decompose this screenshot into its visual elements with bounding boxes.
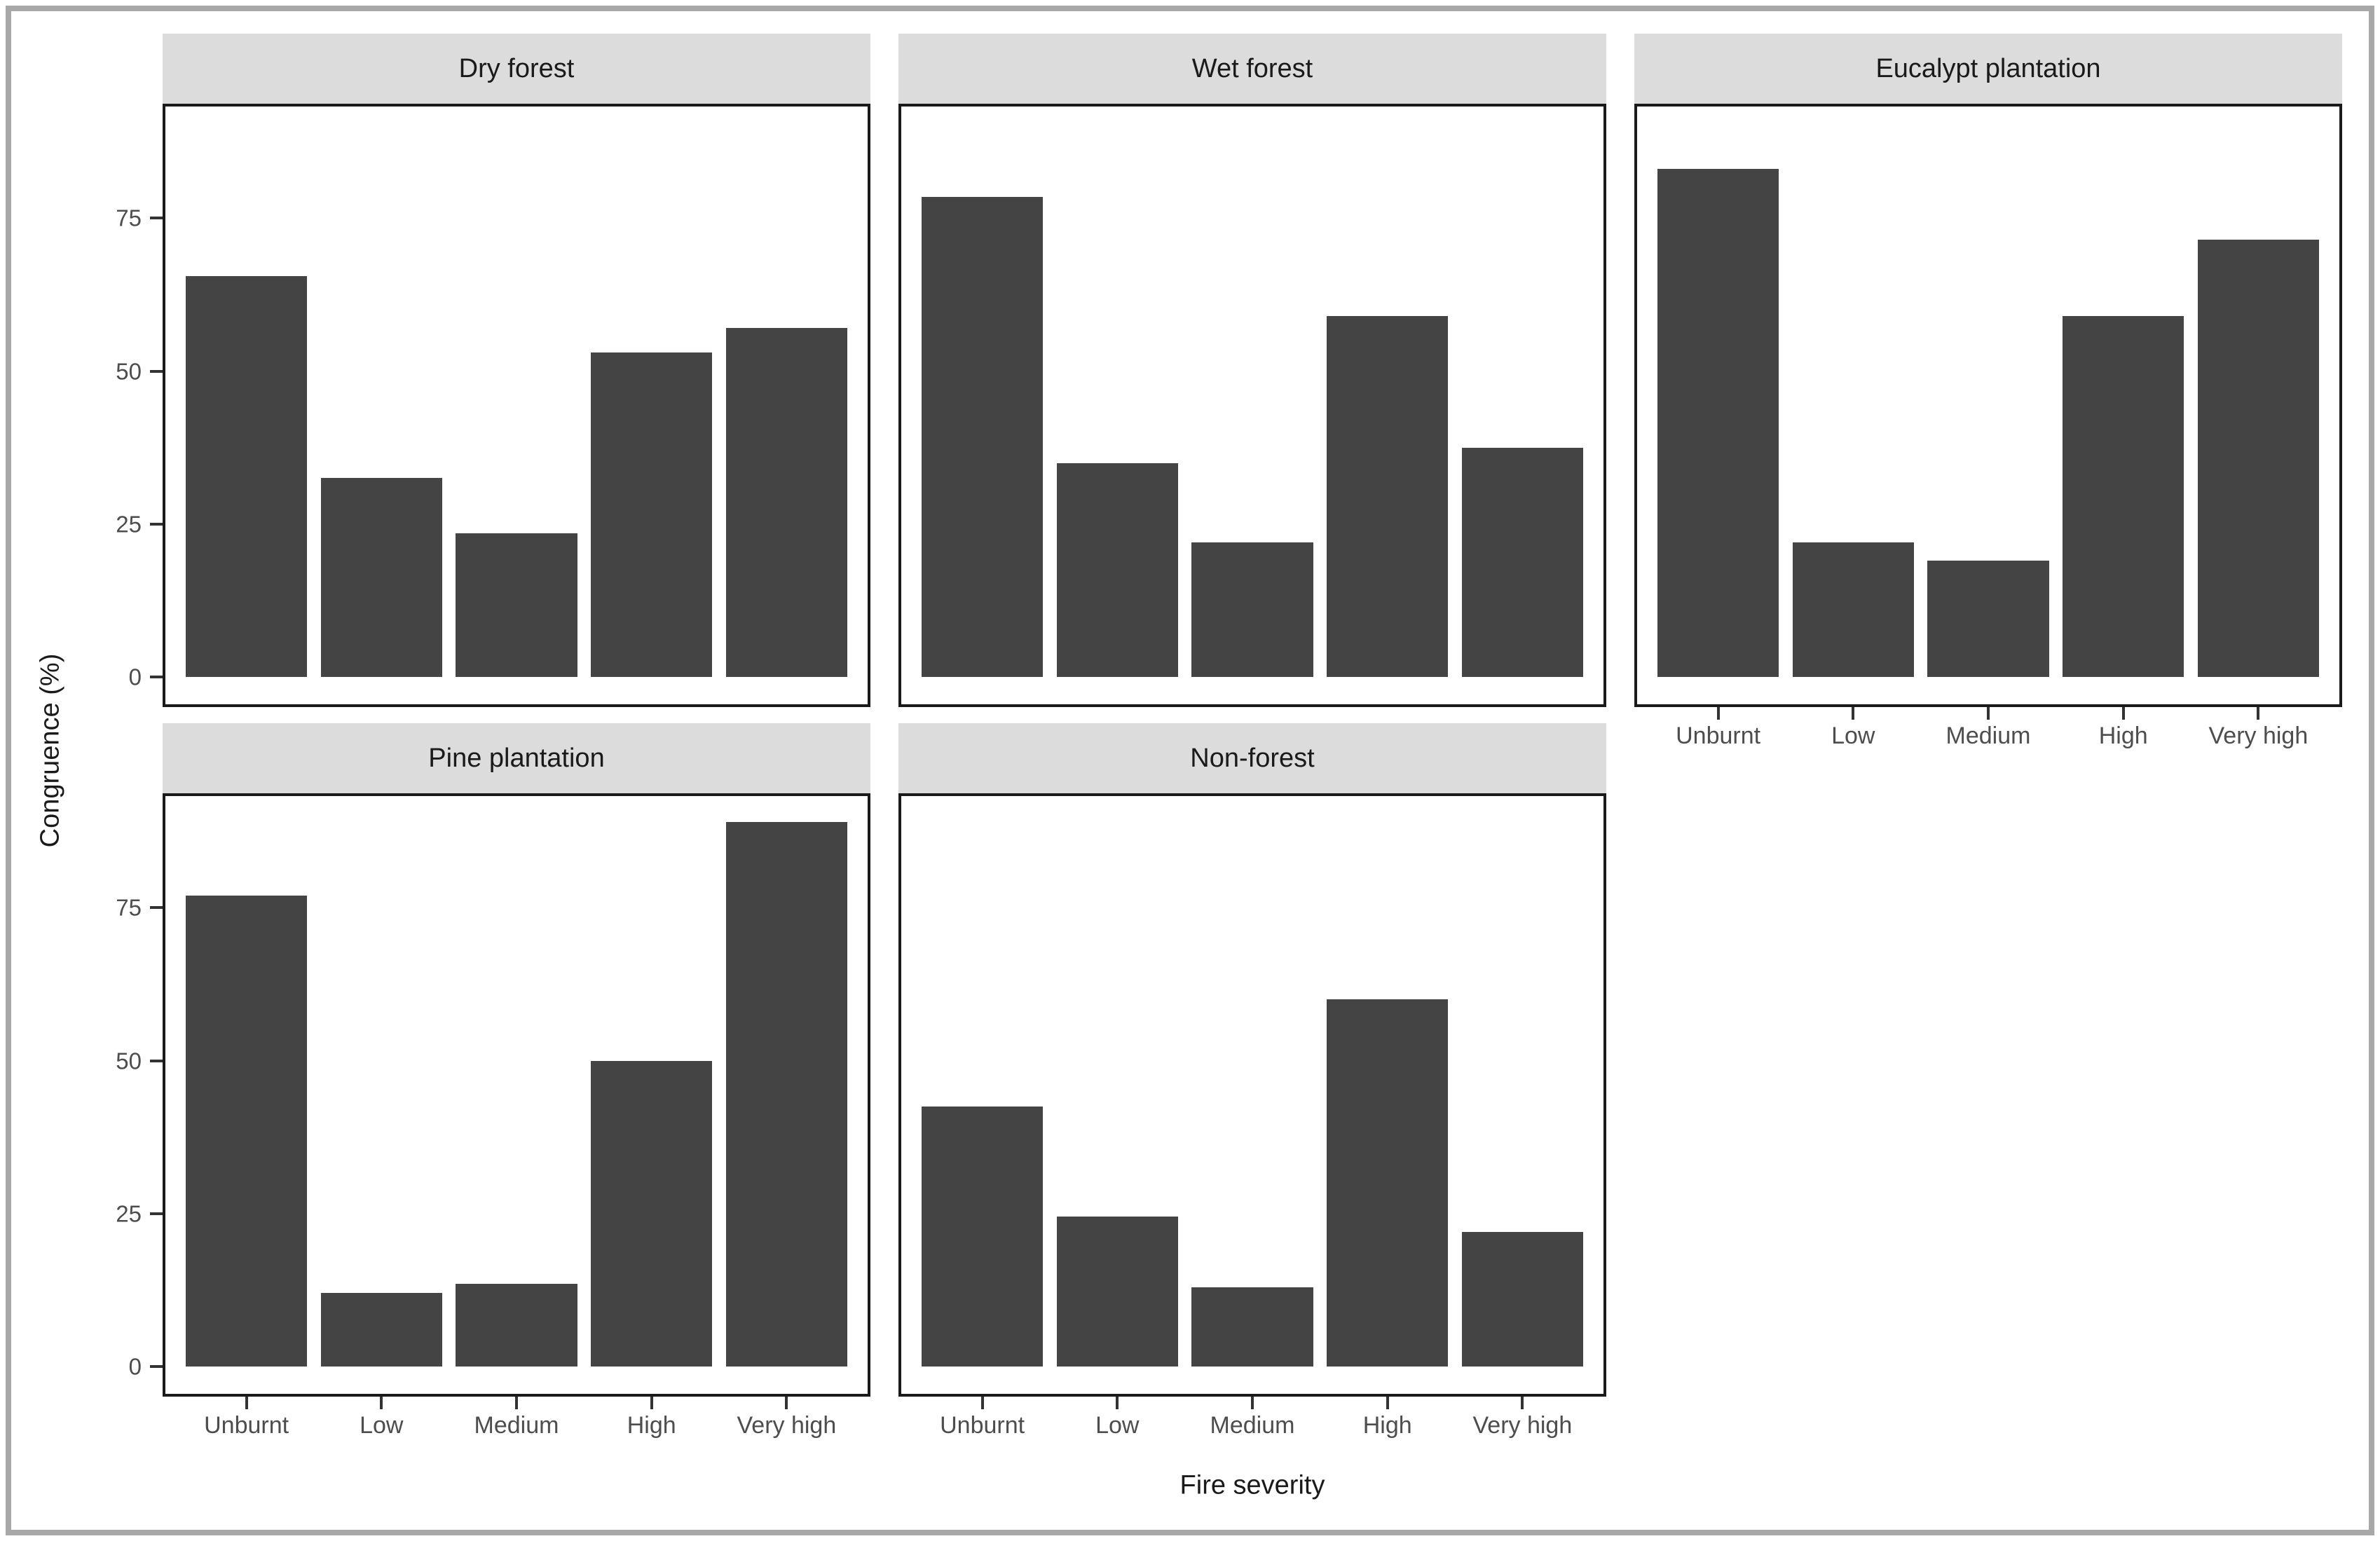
facet-strip-title: Wet forest <box>898 34 1606 104</box>
x-tick-mark <box>1716 707 1720 720</box>
bar-unburnt <box>185 276 308 678</box>
y-tick-mark <box>150 217 163 220</box>
x-tick-mark <box>785 1397 788 1409</box>
y-tick-mark <box>150 369 163 373</box>
x-tick-label-very-high: Very high <box>1472 1412 1573 1439</box>
bar-low <box>320 478 443 678</box>
facet-strip-title: Non-forest <box>898 723 1606 793</box>
y-tick-mark <box>150 906 163 910</box>
x-tick-mark <box>1521 1397 1524 1409</box>
x-tick-label-high: High <box>1362 1412 1412 1439</box>
y-tick-mark <box>150 676 163 679</box>
bar-low <box>1056 1217 1179 1367</box>
x-tick-mark <box>1987 707 1990 720</box>
x-tick-label-medium: Medium <box>1210 1412 1295 1439</box>
y-tick-label: 0 <box>128 1353 142 1380</box>
x-tick-mark <box>980 1397 984 1409</box>
x-tick-label-medium: Medium <box>1945 722 2031 749</box>
y-tick-label: 75 <box>116 205 142 231</box>
bar-very-high <box>1461 447 1584 678</box>
bar-medium <box>1191 1287 1313 1367</box>
facet-eucalypt-plantation: Eucalypt plantation Unburnt Low Medium High V… <box>1634 34 2342 748</box>
bar-medium <box>456 533 577 678</box>
bar-medium <box>456 1284 577 1367</box>
bar-high <box>590 352 713 678</box>
y-tick-label: 50 <box>116 358 142 385</box>
x-tick-mark <box>1386 1397 1389 1409</box>
panel-plot-area: 75 50 25 0 <box>116 104 870 707</box>
bar-unburnt <box>1657 169 1779 678</box>
x-tick-mark <box>650 1397 653 1409</box>
facet-non-forest: Non-forest Unburnt Low Medium High Very high <box>898 723 1606 1437</box>
bar-unburnt <box>921 1107 1044 1367</box>
x-tick-label-high: High <box>627 1412 676 1439</box>
x-tick-label-low: Low <box>1831 722 1875 749</box>
bar-low <box>320 1293 443 1367</box>
panel-plot-area: Unburnt Low Medium High Very high <box>898 793 1606 1437</box>
x-tick-mark <box>515 1397 518 1409</box>
bar-high <box>2062 316 2184 678</box>
y-tick-label: 0 <box>128 664 142 690</box>
x-tick-label-low: Low <box>1095 1412 1140 1439</box>
bar-low <box>1056 463 1179 678</box>
bar-very-high <box>725 822 848 1367</box>
bar-high <box>590 1060 713 1367</box>
bar-high <box>1326 316 1449 678</box>
bar-very-high <box>725 328 848 678</box>
facet-dry-forest: Dry forest 75 50 25 0 <box>116 34 870 707</box>
facet-wet-forest: Wet forest <box>898 34 1606 707</box>
x-tick-mark <box>1116 1397 1119 1409</box>
x-tick-mark <box>1251 1397 1254 1409</box>
y-tick-mark <box>150 1365 163 1369</box>
y-tick-label: 75 <box>116 894 142 921</box>
x-tick-mark <box>2257 707 2260 720</box>
facet-strip-title: Eucalypt plantation <box>1634 34 2342 104</box>
x-tick-label-high: High <box>2098 722 2148 749</box>
y-tick-label: 25 <box>116 511 142 537</box>
x-tick-label-unburnt: Unburnt <box>1676 722 1761 749</box>
x-tick-label-unburnt: Unburnt <box>204 1412 289 1439</box>
x-tick-label-very-high: Very high <box>2208 722 2309 749</box>
panel-plot-area <box>898 104 1606 707</box>
x-tick-label-low: Low <box>360 1412 404 1439</box>
y-tick-mark <box>150 522 163 526</box>
x-tick-mark <box>2121 707 2125 720</box>
x-tick-mark <box>245 1397 248 1409</box>
bar-medium <box>1191 542 1313 678</box>
x-tick-mark <box>380 1397 383 1409</box>
bar-unburnt <box>921 196 1044 678</box>
x-axis-title: Fire severity <box>1179 1470 1325 1500</box>
bar-medium <box>1927 561 2049 678</box>
y-tick-label: 25 <box>116 1200 142 1227</box>
panel-plot-area: 75 50 25 0 Unburnt Low Medium High Very high <box>116 793 870 1437</box>
facet-strip-title: Dry forest <box>163 34 870 104</box>
y-tick-label: 50 <box>116 1048 142 1074</box>
y-tick-mark <box>150 1212 163 1215</box>
facet-pine-plantation: Pine plantation 75 50 25 0 Unburnt Low Medium Hi… <box>116 723 870 1437</box>
bar-very-high <box>1461 1232 1584 1367</box>
bar-low <box>1792 542 1915 678</box>
y-axis-title: Congruence (%) <box>35 653 65 847</box>
facet-strip-title: Pine plantation <box>163 723 870 793</box>
x-tick-mark <box>1852 707 1855 720</box>
bar-unburnt <box>185 895 308 1367</box>
bar-high <box>1326 999 1449 1367</box>
bar-very-high <box>2197 239 2320 678</box>
y-tick-mark <box>150 1059 163 1062</box>
x-tick-label-medium: Medium <box>474 1412 559 1439</box>
x-tick-label-unburnt: Unburnt <box>940 1412 1025 1439</box>
x-tick-label-very-high: Very high <box>737 1412 837 1439</box>
panel-plot-area: Unburnt Low Medium High Very high <box>1634 104 2342 748</box>
